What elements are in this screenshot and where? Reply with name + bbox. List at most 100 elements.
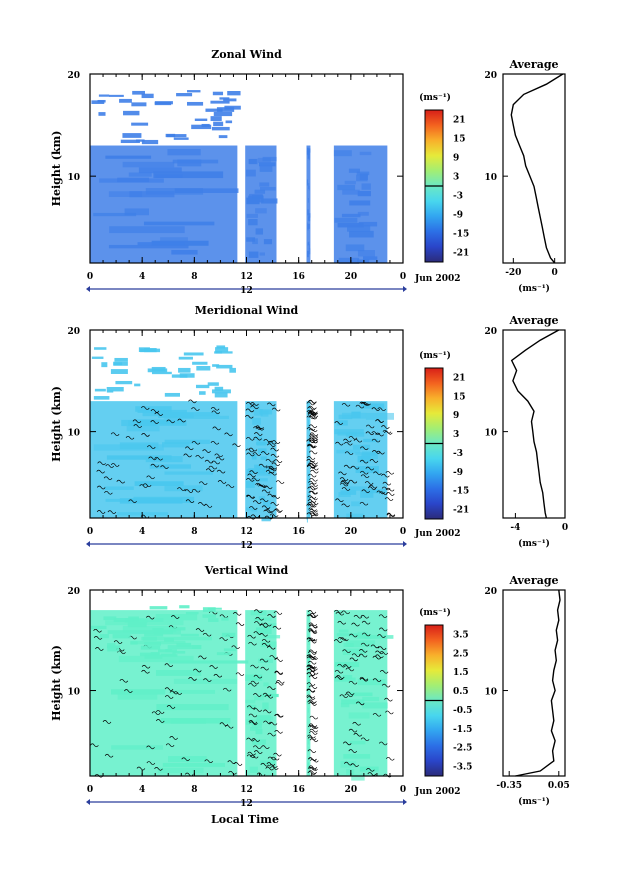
field-patch xyxy=(262,702,269,710)
contour-line xyxy=(258,463,268,468)
contour-line xyxy=(211,410,221,415)
contour-line xyxy=(360,642,370,647)
contour-line xyxy=(361,632,371,637)
x-tick-label: 0 xyxy=(87,272,93,282)
contour-line xyxy=(154,767,163,771)
field-patch xyxy=(216,652,231,656)
field-patch xyxy=(252,478,268,482)
field-patch xyxy=(212,91,224,96)
contour-line xyxy=(337,620,347,625)
y-tick-label: 20 xyxy=(67,71,80,81)
contour-line xyxy=(256,483,266,488)
field-patch xyxy=(152,371,172,375)
contour-line xyxy=(343,464,353,469)
average-y-tick-label: 20 xyxy=(484,587,497,597)
contour-line xyxy=(170,615,180,619)
field-patch xyxy=(308,244,310,249)
contour-line xyxy=(177,418,186,423)
date-label: Jun 2002 xyxy=(414,787,461,797)
field-patch xyxy=(308,440,310,447)
field-patch xyxy=(307,648,309,653)
colorbar-tick-label: 3 xyxy=(453,173,459,183)
field-patch xyxy=(342,648,366,655)
contour-line xyxy=(308,723,318,728)
average-line xyxy=(510,329,560,519)
field-patch xyxy=(340,490,357,495)
field-patch xyxy=(106,386,124,392)
contour-line xyxy=(273,611,283,615)
contour-line xyxy=(306,668,316,672)
contour-line xyxy=(267,443,276,447)
field-patch xyxy=(160,237,188,243)
field-patch xyxy=(122,625,177,633)
field-patch xyxy=(306,700,308,705)
contour-line xyxy=(266,645,276,650)
contour-line xyxy=(379,651,389,655)
contour-line xyxy=(341,402,351,407)
contour-line xyxy=(263,622,272,627)
contour-line xyxy=(359,501,369,506)
x-tick-label: 16 xyxy=(292,272,305,282)
contour-line xyxy=(269,764,278,768)
field-patch xyxy=(147,368,168,373)
contour-line xyxy=(306,456,316,460)
contour-line xyxy=(369,459,379,463)
contour-line xyxy=(348,728,358,733)
field-patch xyxy=(106,455,172,460)
contour-line xyxy=(365,431,375,436)
field-patch xyxy=(308,512,311,517)
colorbar-tick-label: 21 xyxy=(453,116,466,126)
average-x-tick-label: -0.35 xyxy=(496,781,522,791)
contour-line xyxy=(367,486,377,491)
field-patch xyxy=(262,465,274,472)
contour-line xyxy=(105,464,114,468)
contour-line xyxy=(307,749,317,754)
contour-line xyxy=(133,424,143,428)
contour-line xyxy=(348,680,358,685)
field-patch xyxy=(134,383,141,387)
contour-line xyxy=(271,495,281,499)
contour-line xyxy=(191,407,200,411)
field-patch xyxy=(361,403,385,409)
contour-line xyxy=(146,761,156,765)
field-patch xyxy=(117,177,150,183)
contour-line xyxy=(307,766,317,771)
date-label: Jun 2002 xyxy=(414,529,461,539)
contour-line xyxy=(269,513,279,518)
contour-line xyxy=(146,475,155,480)
contour-line xyxy=(307,651,317,655)
field-patch xyxy=(108,244,189,249)
field-patch xyxy=(307,767,309,774)
average-frame xyxy=(502,589,566,777)
field-patch xyxy=(245,699,256,704)
contour-line xyxy=(268,467,277,472)
field-patch xyxy=(168,660,249,664)
contour-line xyxy=(204,459,214,464)
contour-line xyxy=(365,424,375,429)
field-patch xyxy=(362,702,388,709)
contour-line xyxy=(308,405,317,410)
colorbar-tick-label: -2.5 xyxy=(453,744,472,754)
contour-line xyxy=(104,753,114,758)
field-patch xyxy=(307,242,309,246)
contour-line xyxy=(251,738,260,742)
field-patch xyxy=(346,640,376,648)
field-patch xyxy=(208,618,219,622)
contour-line xyxy=(373,471,382,476)
contour-line xyxy=(306,682,316,686)
contour-line xyxy=(274,713,283,718)
contour-line xyxy=(270,453,280,458)
field-patch xyxy=(351,501,361,507)
field-patch xyxy=(355,452,376,456)
contour-line xyxy=(260,451,270,455)
field-patch xyxy=(107,643,116,648)
field-patch xyxy=(141,93,154,99)
contour-line xyxy=(381,473,390,478)
contour-line xyxy=(386,513,396,518)
field-patch xyxy=(126,425,160,432)
contour-line xyxy=(307,486,316,491)
field-patch xyxy=(308,241,310,245)
field-patch xyxy=(142,636,157,641)
field-patch xyxy=(191,124,212,130)
x-tick-label: 20 xyxy=(345,785,358,795)
